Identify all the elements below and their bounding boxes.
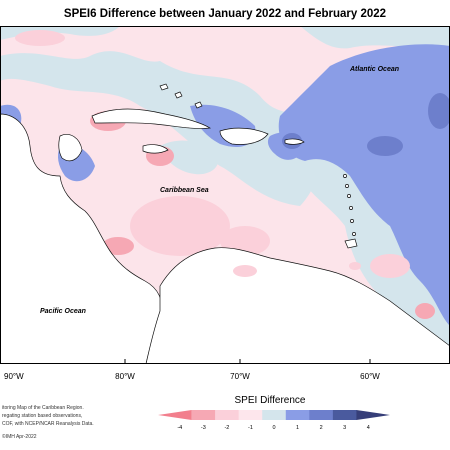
legend-title: SPEI Difference	[234, 395, 306, 406]
footer-note-line-2: regating station based observations,	[2, 413, 83, 419]
footer-note-line-3: COF, with NCEP/NCAR Reanalysis Data.	[2, 421, 94, 427]
caribbean-sea-label: Caribbean Sea	[160, 187, 209, 194]
longitude-label-70w: 70°W	[230, 372, 250, 381]
atlantic-ocean-label: Atlantic Ocean	[349, 66, 399, 73]
pacific-ocean-label: Pacific Ocean	[40, 308, 86, 315]
longitude-label-60w: 60°W	[360, 372, 380, 381]
legend-swatch	[285, 410, 310, 420]
legend-swatch	[238, 410, 263, 420]
map-canvas: Atlantic Ocean Caribbean Sea Pacific Oce…	[0, 26, 450, 364]
legend-tick-label: 3	[343, 425, 346, 431]
anomaly-mild-negative-zones	[15, 30, 410, 278]
anomaly-strong-positive-zones	[282, 93, 450, 156]
spei-map: Atlantic Ocean Caribbean Sea Pacific Oce…	[0, 26, 450, 364]
longitude-ticks	[124, 359, 371, 364]
legend-tick-label: 1	[296, 425, 299, 431]
legend: -4 -3 -2 -1 0 1 2 3 4	[154, 408, 394, 432]
longitude-label-90w: 90°W	[4, 372, 24, 381]
land-masses	[0, 83, 450, 364]
legend-tick-label: 0	[272, 425, 275, 431]
legend-colorbar: -4 -3 -2 -1 0 1 2 3 4	[158, 410, 390, 431]
legend-swatch	[356, 410, 390, 420]
legend-tick-label: -2	[224, 425, 229, 431]
legend-tick-label: -3	[201, 425, 206, 431]
legend-tick-label: 4	[367, 425, 370, 431]
legend-tick-label: 2	[320, 425, 323, 431]
legend-swatch	[215, 410, 239, 420]
coastal-anomaly-patches	[233, 262, 361, 277]
map-title: SPEI6 Difference between January 2022 an…	[63, 8, 387, 20]
legend-swatch	[262, 410, 287, 420]
legend-swatch	[158, 410, 192, 420]
credit-note: ©IMH Apr-2022	[2, 434, 37, 440]
legend-swatch	[309, 410, 334, 420]
legend-tick-label: -4	[177, 425, 182, 431]
legend-swatch	[191, 410, 216, 420]
longitude-label-80w: 80°W	[115, 372, 135, 381]
footer-note-line-1: itoring Map of the Caribbean Region.	[2, 405, 84, 411]
legend-swatch	[332, 410, 357, 420]
legend-tick-label: -1	[248, 425, 253, 431]
